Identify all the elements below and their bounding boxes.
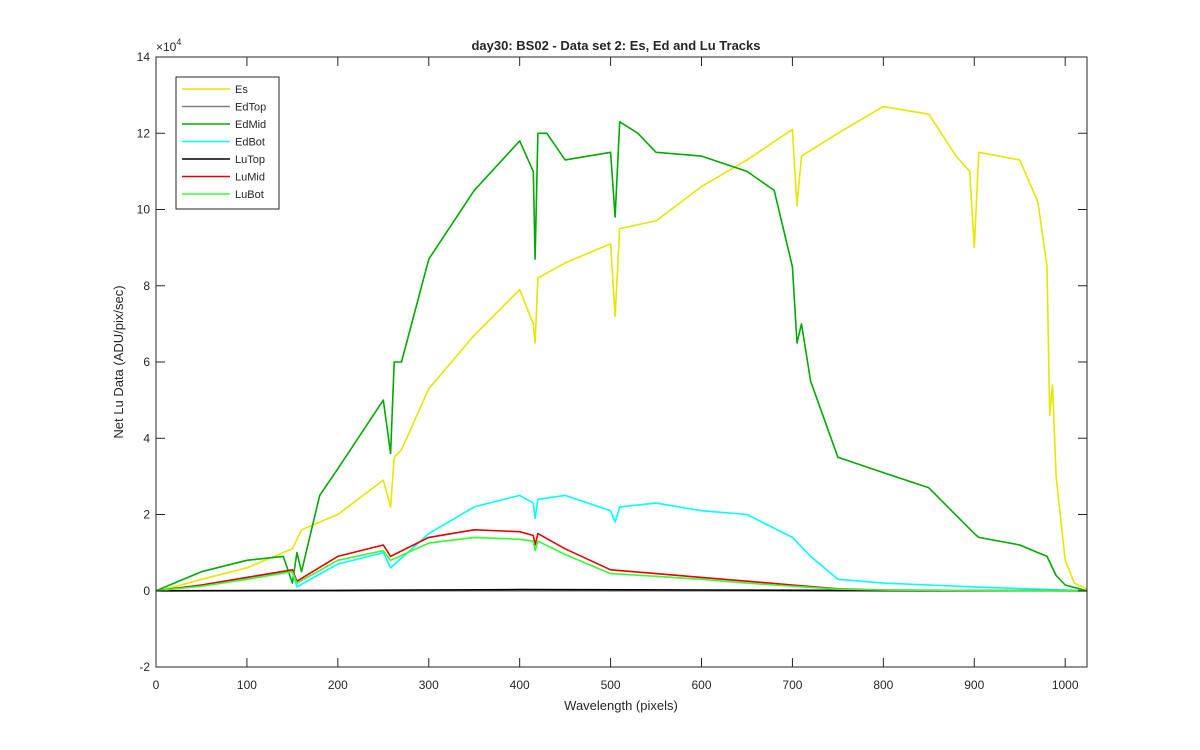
x-tick-label: 800 [873, 678, 893, 692]
y-tick-label: 6 [143, 355, 150, 369]
series-layer [155, 105, 1088, 592]
y-tick-label: 4 [143, 431, 150, 445]
x-tick-label: 200 [328, 678, 348, 692]
x-tick-label: 100 [237, 678, 257, 692]
chart-title: day30: BS02 - Data set 2: Es, Ed and Lu … [471, 38, 760, 53]
x-tick-label: 500 [601, 678, 621, 692]
svg-text:×104: ×104 [156, 37, 181, 54]
series-line-edbot [155, 494, 1088, 592]
plot-area [156, 57, 1087, 667]
legend-box [175, 76, 280, 210]
y-axis-label: Net Lu Data (ADU/pix/sec) [111, 285, 126, 438]
y-tick-label: 0 [143, 584, 150, 598]
y-tick-label: 12 [137, 126, 151, 140]
legend-label-lumid: LuMid [235, 172, 265, 184]
legend: Es EdTop EdMid EdBot LuTop LuMid LuBot [175, 76, 280, 210]
x-tick-label: 400 [510, 678, 530, 692]
x-tick-label: 600 [691, 678, 711, 692]
y-tick-label: 2 [143, 508, 150, 522]
y-tick-label: -2 [139, 660, 150, 674]
legend-label-lubot: LuBot [235, 189, 264, 201]
series-line-es [155, 105, 1088, 592]
y-axis-exponent: ×104 [156, 37, 181, 54]
plot-frame [155, 56, 1088, 668]
y-tick-label: 8 [143, 279, 150, 293]
x-tick-label: 1000 [1052, 678, 1079, 692]
x-axis-label: Wavelength (pixels) [564, 698, 678, 713]
legend-label-edmid: EdMid [235, 119, 266, 131]
x-tick-label: 0 [153, 678, 160, 692]
legend-label-edtop: EdTop [235, 102, 266, 114]
legend-label-lutop: LuTop [235, 154, 265, 166]
series-line-lubot [155, 536, 1088, 592]
legend-label-es: Es [235, 84, 248, 96]
x-tick-label: 900 [964, 678, 984, 692]
y-tick-label: 10 [137, 203, 151, 217]
series-line-edmid [155, 121, 1088, 592]
x-tick-label: 700 [782, 678, 802, 692]
x-tick-label: 300 [419, 678, 439, 692]
legend-label-edbot: EdBot [235, 137, 265, 149]
y-tick-label: 14 [137, 50, 151, 64]
exponent-base: ×10 [156, 40, 177, 54]
exponent-power: 4 [176, 37, 181, 47]
axis-ticks: 0 100 200 300 400 500 600 700 800 900 1000-2024681… [137, 50, 1087, 692]
